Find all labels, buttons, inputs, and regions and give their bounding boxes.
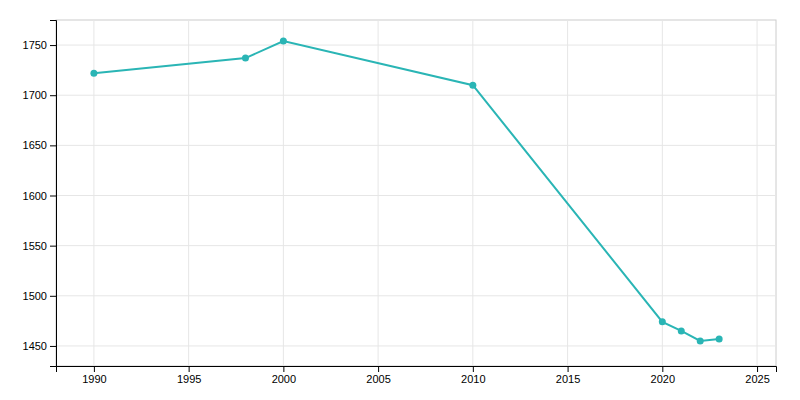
tick-label: 2000 [272,373,296,385]
tick-label: 2020 [651,373,675,385]
tick-label: 1990 [82,373,106,385]
point [697,337,704,344]
tick: 1650 [23,139,56,151]
plot-frame [56,20,776,366]
tick-label: 1600 [23,190,47,202]
tick-mark [50,45,56,46]
tick: 1700 [23,89,56,101]
grid-line [662,20,663,366]
grid [56,20,776,366]
point [242,55,249,62]
point [659,318,666,325]
tick: 1995 [177,366,201,385]
marks [90,38,722,345]
grid-line [56,45,776,46]
point [469,82,476,89]
point [678,327,685,334]
tick-label: 1450 [23,340,47,352]
tick-label: 2025 [745,373,769,385]
tick: 1500 [23,290,56,302]
tick-label: 1700 [23,89,47,101]
tick: 1990 [82,366,106,385]
grid-line [472,20,473,366]
grid-line [56,95,776,96]
tick-mark [757,366,758,372]
tick-mark [473,366,474,372]
tick-mark [50,346,56,347]
tick: 2010 [461,366,485,385]
grid-line [56,295,776,296]
tick-mark [378,366,379,372]
plot-area: 1990 1995 2000 2005 2010 2015 2020 2025 1450 1500… [23,20,777,385]
tick-label: 2010 [461,373,485,385]
tick-label: 1500 [23,290,47,302]
tick: 1600 [23,190,56,202]
tick: 1450 [23,340,56,352]
grid-line [378,20,379,366]
tick: 2005 [366,366,390,385]
tick-label: 2005 [366,373,390,385]
chart-svg: 1990 1995 2000 2005 2010 2015 2020 2025 1450 1500… [0,0,800,400]
x-axis: 1990 1995 2000 2005 2010 2015 2020 2025 [57,366,777,385]
tick-label: 1650 [23,139,47,151]
grid-line [56,345,776,346]
axis-line [57,367,777,373]
tick: 2000 [272,366,296,385]
tick: 1550 [23,240,56,252]
tick-label: 1550 [23,240,47,252]
grid-line [188,20,189,366]
grid-line [56,145,776,146]
grid-line [757,20,758,366]
chart-container: 1990 1995 2000 2005 2010 2015 2020 2025 1450 1500… [0,0,800,400]
tick-label: 1750 [23,39,47,51]
grid-line [56,245,776,246]
grid-line [283,20,284,366]
tick-mark [50,145,56,146]
point [90,70,97,77]
point [280,38,287,45]
grid-line [567,20,568,366]
tick-mark [94,366,95,372]
tick-mark [50,246,56,247]
tick-mark [568,366,569,372]
axis-line [50,21,57,367]
grid-line [56,195,776,196]
tick-label: 1995 [177,373,201,385]
tick-mark [662,366,663,372]
tick-mark [189,366,190,372]
line [94,41,719,341]
tick-mark [50,296,56,297]
tick-mark [50,95,56,96]
tick: 1750 [23,39,56,51]
tick-label: 2015 [556,373,580,385]
tick: 2015 [556,366,580,385]
tick: 2020 [651,366,675,385]
tick: 2025 [745,366,769,385]
y-axis: 1450 1500 1550 1600 1650 1700 1750 [23,21,57,367]
tick-mark [283,366,284,372]
point [716,335,723,342]
tick-mark [50,196,56,197]
